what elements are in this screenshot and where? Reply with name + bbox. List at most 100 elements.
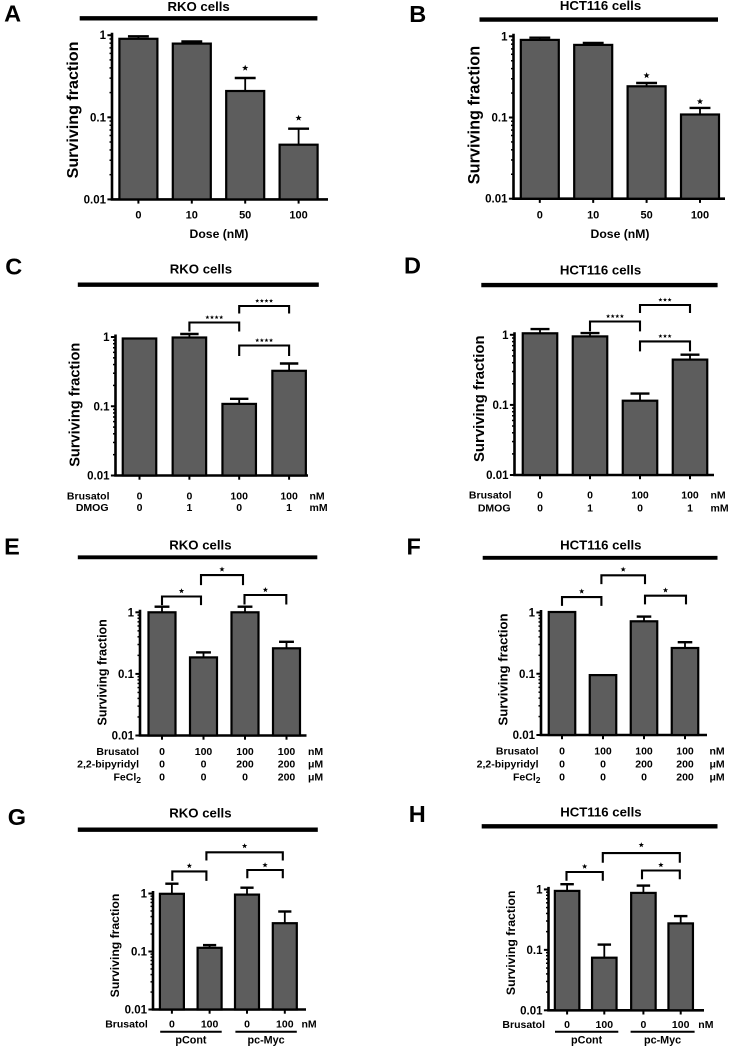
svg-text:0: 0 bbox=[587, 490, 593, 502]
svg-text:G: G bbox=[8, 804, 26, 830]
svg-text:100: 100 bbox=[280, 490, 298, 502]
svg-text:D: D bbox=[404, 252, 421, 278]
svg-text:Brusatol: Brusatol bbox=[105, 1019, 148, 1031]
svg-text:1: 1 bbox=[186, 502, 192, 514]
svg-text:50: 50 bbox=[239, 210, 251, 222]
svg-text:RKO cells: RKO cells bbox=[167, 0, 229, 14]
svg-text:0: 0 bbox=[600, 772, 606, 784]
svg-text:1: 1 bbox=[536, 884, 543, 896]
svg-text:Brusatol: Brusatol bbox=[502, 1019, 545, 1031]
svg-text:0.01: 0.01 bbox=[125, 1005, 148, 1017]
svg-text:0.1: 0.1 bbox=[492, 113, 509, 125]
svg-text:100: 100 bbox=[596, 1019, 614, 1031]
svg-text:0: 0 bbox=[537, 503, 543, 515]
svg-text:0: 0 bbox=[537, 210, 543, 222]
svg-text:100: 100 bbox=[236, 746, 254, 758]
svg-text:0: 0 bbox=[236, 502, 242, 514]
svg-text:0: 0 bbox=[242, 771, 248, 783]
svg-text:nM: nM bbox=[308, 746, 323, 758]
svg-text:Dose (nM): Dose (nM) bbox=[591, 227, 650, 241]
svg-text:pCont: pCont bbox=[175, 1035, 207, 1047]
svg-text:0.01: 0.01 bbox=[84, 194, 107, 206]
svg-text:0: 0 bbox=[559, 759, 565, 771]
svg-text:0: 0 bbox=[186, 490, 192, 502]
svg-text:RKO cells: RKO cells bbox=[169, 537, 231, 552]
svg-text:0: 0 bbox=[559, 772, 565, 784]
svg-text:100: 100 bbox=[676, 746, 694, 758]
svg-text:0: 0 bbox=[169, 1019, 175, 1031]
svg-text:0.1: 0.1 bbox=[493, 400, 510, 412]
svg-text:0: 0 bbox=[201, 771, 207, 783]
svg-text:50: 50 bbox=[640, 210, 652, 222]
svg-text:0: 0 bbox=[600, 759, 606, 771]
svg-text:C: C bbox=[5, 254, 22, 280]
svg-text:B: B bbox=[409, 1, 426, 27]
svg-text:0: 0 bbox=[641, 772, 647, 784]
svg-text:1: 1 bbox=[687, 503, 693, 515]
svg-text:nM: nM bbox=[698, 1019, 713, 1031]
svg-text:1: 1 bbox=[529, 608, 536, 620]
svg-text:Brusatol: Brusatol bbox=[496, 746, 539, 758]
svg-text:nM: nM bbox=[711, 490, 726, 502]
svg-text:100: 100 bbox=[278, 746, 296, 758]
svg-text:100: 100 bbox=[195, 746, 213, 758]
svg-text:100: 100 bbox=[289, 210, 307, 222]
svg-text:0: 0 bbox=[159, 746, 165, 758]
svg-text:μM: μM bbox=[308, 758, 323, 770]
svg-text:10: 10 bbox=[587, 210, 599, 222]
svg-text:1: 1 bbox=[103, 332, 110, 344]
svg-text:100: 100 bbox=[672, 1019, 690, 1031]
svg-text:0.01: 0.01 bbox=[87, 471, 110, 483]
svg-text:FeCl2: FeCl2 bbox=[513, 772, 541, 786]
svg-text:DMOG: DMOG bbox=[76, 502, 109, 514]
svg-text:100: 100 bbox=[201, 1019, 219, 1031]
svg-text:Brusatol: Brusatol bbox=[67, 490, 110, 502]
svg-text:2,2-bipyridyl: 2,2-bipyridyl bbox=[477, 759, 539, 771]
svg-text:RKO cells: RKO cells bbox=[169, 806, 231, 821]
svg-text:Brusatol: Brusatol bbox=[469, 490, 512, 502]
svg-text:100: 100 bbox=[230, 490, 248, 502]
svg-text:Surviving fraction: Surviving fraction bbox=[68, 343, 84, 467]
svg-text:DMOG: DMOG bbox=[478, 503, 511, 515]
svg-text:1: 1 bbox=[501, 31, 508, 43]
svg-text:100: 100 bbox=[594, 746, 612, 758]
svg-text:200: 200 bbox=[278, 771, 296, 783]
svg-text:200: 200 bbox=[635, 759, 653, 771]
svg-text:0.1: 0.1 bbox=[527, 945, 544, 957]
svg-text:1: 1 bbox=[100, 30, 107, 42]
svg-text:1: 1 bbox=[587, 503, 593, 515]
svg-text:0: 0 bbox=[640, 1019, 646, 1031]
svg-text:Dose (nM): Dose (nM) bbox=[190, 227, 249, 241]
svg-text:Surviving fraction: Surviving fraction bbox=[504, 891, 518, 996]
svg-text:0.01: 0.01 bbox=[485, 194, 508, 206]
svg-text:nM: nM bbox=[302, 1019, 317, 1031]
svg-text:2,2-bipyridyl: 2,2-bipyridyl bbox=[77, 758, 139, 770]
svg-text:0.1: 0.1 bbox=[519, 669, 536, 681]
svg-text:HCT116 cells: HCT116 cells bbox=[560, 805, 641, 820]
svg-text:F: F bbox=[407, 533, 421, 559]
svg-text:A: A bbox=[4, 0, 21, 26]
svg-text:Surviving fraction: Surviving fraction bbox=[466, 46, 484, 184]
svg-text:Surviving fraction: Surviving fraction bbox=[496, 613, 511, 725]
svg-text:0: 0 bbox=[201, 758, 207, 770]
svg-text:HCT116 cells: HCT116 cells bbox=[560, 537, 641, 552]
svg-text:0: 0 bbox=[244, 1019, 250, 1031]
svg-text:Surviving fraction: Surviving fraction bbox=[64, 42, 82, 179]
svg-text:0: 0 bbox=[137, 490, 143, 502]
svg-text:200: 200 bbox=[278, 758, 296, 770]
svg-text:200: 200 bbox=[676, 772, 694, 784]
svg-text:1: 1 bbox=[141, 889, 148, 901]
svg-text:μM: μM bbox=[308, 771, 323, 783]
svg-text:0: 0 bbox=[537, 490, 543, 502]
svg-text:0: 0 bbox=[637, 503, 643, 515]
svg-text:0.01: 0.01 bbox=[513, 730, 536, 742]
svg-text:0: 0 bbox=[559, 746, 565, 758]
svg-text:100: 100 bbox=[635, 746, 653, 758]
svg-text:0.01: 0.01 bbox=[520, 1005, 543, 1017]
svg-text:pc-Myc: pc-Myc bbox=[247, 1035, 284, 1047]
svg-text:H: H bbox=[409, 801, 426, 827]
svg-text:100: 100 bbox=[276, 1019, 294, 1031]
svg-text:1: 1 bbox=[502, 330, 509, 342]
svg-text:0: 0 bbox=[159, 758, 165, 770]
svg-text:0.1: 0.1 bbox=[90, 112, 107, 124]
